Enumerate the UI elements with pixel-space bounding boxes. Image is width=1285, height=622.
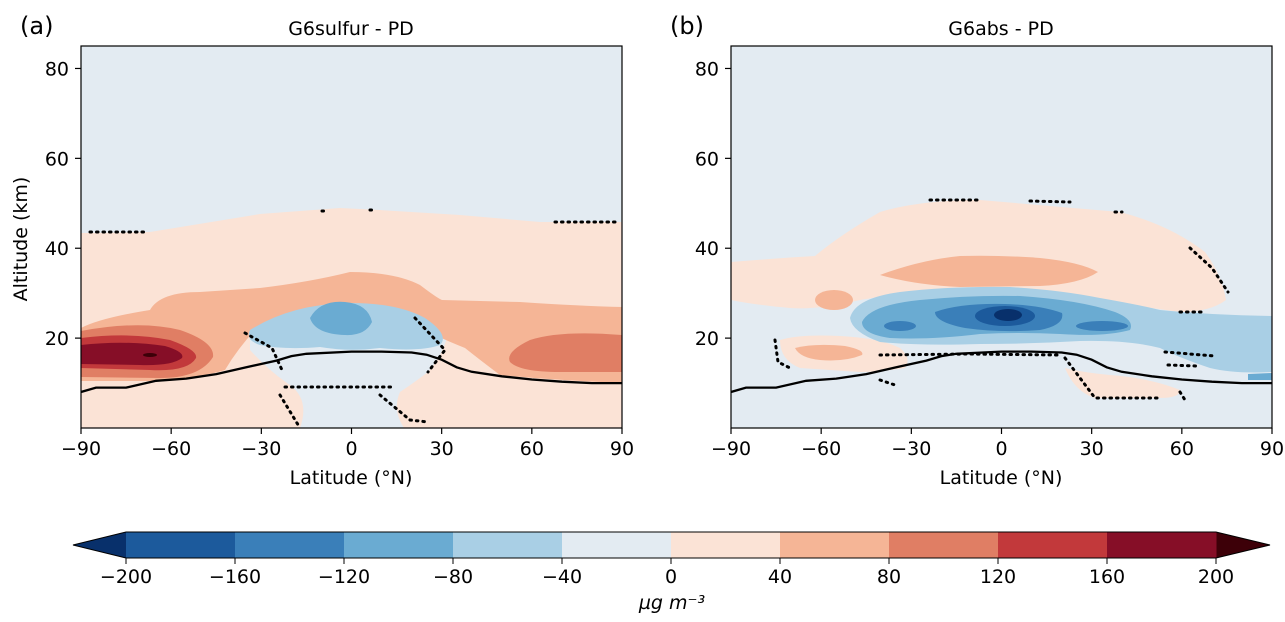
panel-b-contours bbox=[731, 46, 1272, 428]
colorbar-extend-min bbox=[73, 532, 126, 558]
colorbar-segment bbox=[998, 532, 1108, 558]
x-tick-label: −90 bbox=[711, 438, 751, 460]
panel-a-ylabel: Altitude (km) bbox=[10, 177, 32, 302]
contour-b-40-80-band bbox=[880, 255, 1098, 287]
panel-a-contours bbox=[81, 46, 622, 428]
contour-b-40-80-patch-2 bbox=[795, 344, 863, 361]
panel-a-xlabel: Latitude (°N) bbox=[290, 467, 413, 489]
y-tick-label: 80 bbox=[695, 58, 719, 80]
y-tick-label: 80 bbox=[45, 58, 69, 80]
x-axis-b: −90 −60 −30 0 30 60 90 bbox=[711, 428, 1284, 460]
tropopause-line-a bbox=[81, 350, 622, 394]
y-tick-label: 20 bbox=[695, 328, 719, 350]
colorbar-extend-max bbox=[1216, 532, 1270, 558]
colorbar-tick-label: 80 bbox=[877, 566, 901, 588]
x-tick-label: −60 bbox=[801, 438, 841, 460]
contour-a-80-120-n bbox=[509, 333, 622, 372]
colorbar-tick-label: 200 bbox=[1198, 566, 1234, 588]
y-tick-label: 60 bbox=[695, 148, 719, 170]
tropopause-line-b bbox=[731, 350, 1272, 394]
y-tick-label: 40 bbox=[695, 238, 719, 260]
colorbar-segment bbox=[453, 532, 563, 558]
panel-a: (a) G6sulfur - PD bbox=[10, 12, 634, 489]
contour-b-min-core bbox=[994, 309, 1022, 321]
colorbar-tick-label: −200 bbox=[100, 566, 152, 588]
colorbar-segment bbox=[235, 532, 345, 558]
colorbar-segment bbox=[671, 532, 781, 558]
x-tick-label: 0 bbox=[995, 438, 1007, 460]
x-tick-label: 0 bbox=[345, 438, 357, 460]
panel-b-label: (b) bbox=[670, 12, 704, 40]
y-axis-a: 20 40 60 80 bbox=[45, 58, 81, 350]
colorbar-tick-label: 160 bbox=[1089, 566, 1125, 588]
contour-b-neg40-tail bbox=[1248, 373, 1272, 380]
contour-a-160-200 bbox=[81, 342, 183, 366]
panel-a-label: (a) bbox=[20, 12, 53, 40]
contour-b-0-40-lowright bbox=[1065, 368, 1180, 398]
colorbar-tick-label: 0 bbox=[665, 566, 677, 588]
contour-a-40-80 bbox=[81, 272, 622, 383]
contour-b-40-80-patch-1 bbox=[815, 290, 853, 310]
x-tick-label: 90 bbox=[1260, 438, 1284, 460]
panel-b: (b) G6abs - PD bbox=[670, 12, 1284, 489]
y-tick-label: 20 bbox=[45, 328, 69, 350]
significance-dots-b bbox=[773, 198, 1230, 402]
colorbar-tick-label: −40 bbox=[542, 566, 582, 588]
colorbar-segment bbox=[780, 532, 890, 558]
x-tick-label: −30 bbox=[891, 438, 931, 460]
colorbar-segment bbox=[562, 532, 672, 558]
colorbar-tick-label: −80 bbox=[433, 566, 473, 588]
colorbar-segment bbox=[126, 532, 236, 558]
x-tick-label: −30 bbox=[241, 438, 281, 460]
x-tick-label: 60 bbox=[520, 438, 544, 460]
colorbar-segment bbox=[889, 532, 999, 558]
x-tick-label: 90 bbox=[610, 438, 634, 460]
colorbar: −200 −160 −120 −80 −40 0 40 80 120 160 200 bbox=[72, 531, 1271, 588]
contour-b-neg120-right bbox=[1076, 321, 1128, 331]
x-tick-label: 30 bbox=[1080, 438, 1104, 460]
panel-b-title: G6abs - PD bbox=[948, 18, 1053, 40]
colorbar-tick-label: −160 bbox=[209, 566, 261, 588]
y-tick-label: 40 bbox=[45, 238, 69, 260]
colorbar-label: µg m⁻³ bbox=[638, 592, 705, 614]
panel-a-title: G6sulfur - PD bbox=[288, 18, 414, 40]
panel-b-xlabel: Latitude (°N) bbox=[940, 467, 1063, 489]
x-axis-a: −90 −60 −30 0 30 60 90 bbox=[61, 428, 634, 460]
colorbar-segment bbox=[1107, 532, 1217, 558]
colorbar-segment bbox=[344, 532, 454, 558]
x-tick-label: −90 bbox=[61, 438, 101, 460]
colorbar-tick-label: 120 bbox=[980, 566, 1016, 588]
y-axis-b: 20 40 60 80 bbox=[695, 58, 731, 350]
y-tick-label: 60 bbox=[45, 148, 69, 170]
x-tick-label: −60 bbox=[151, 438, 191, 460]
contour-a-max-core bbox=[143, 353, 157, 357]
x-tick-label: 30 bbox=[430, 438, 454, 460]
colorbar-tick-label: −120 bbox=[318, 566, 370, 588]
contour-a-neg80 bbox=[310, 301, 372, 336]
contour-b-neg120-left bbox=[884, 321, 916, 331]
colorbar-tick-label: 40 bbox=[768, 566, 792, 588]
x-tick-label: 60 bbox=[1170, 438, 1194, 460]
significance-dots-a bbox=[88, 208, 617, 428]
